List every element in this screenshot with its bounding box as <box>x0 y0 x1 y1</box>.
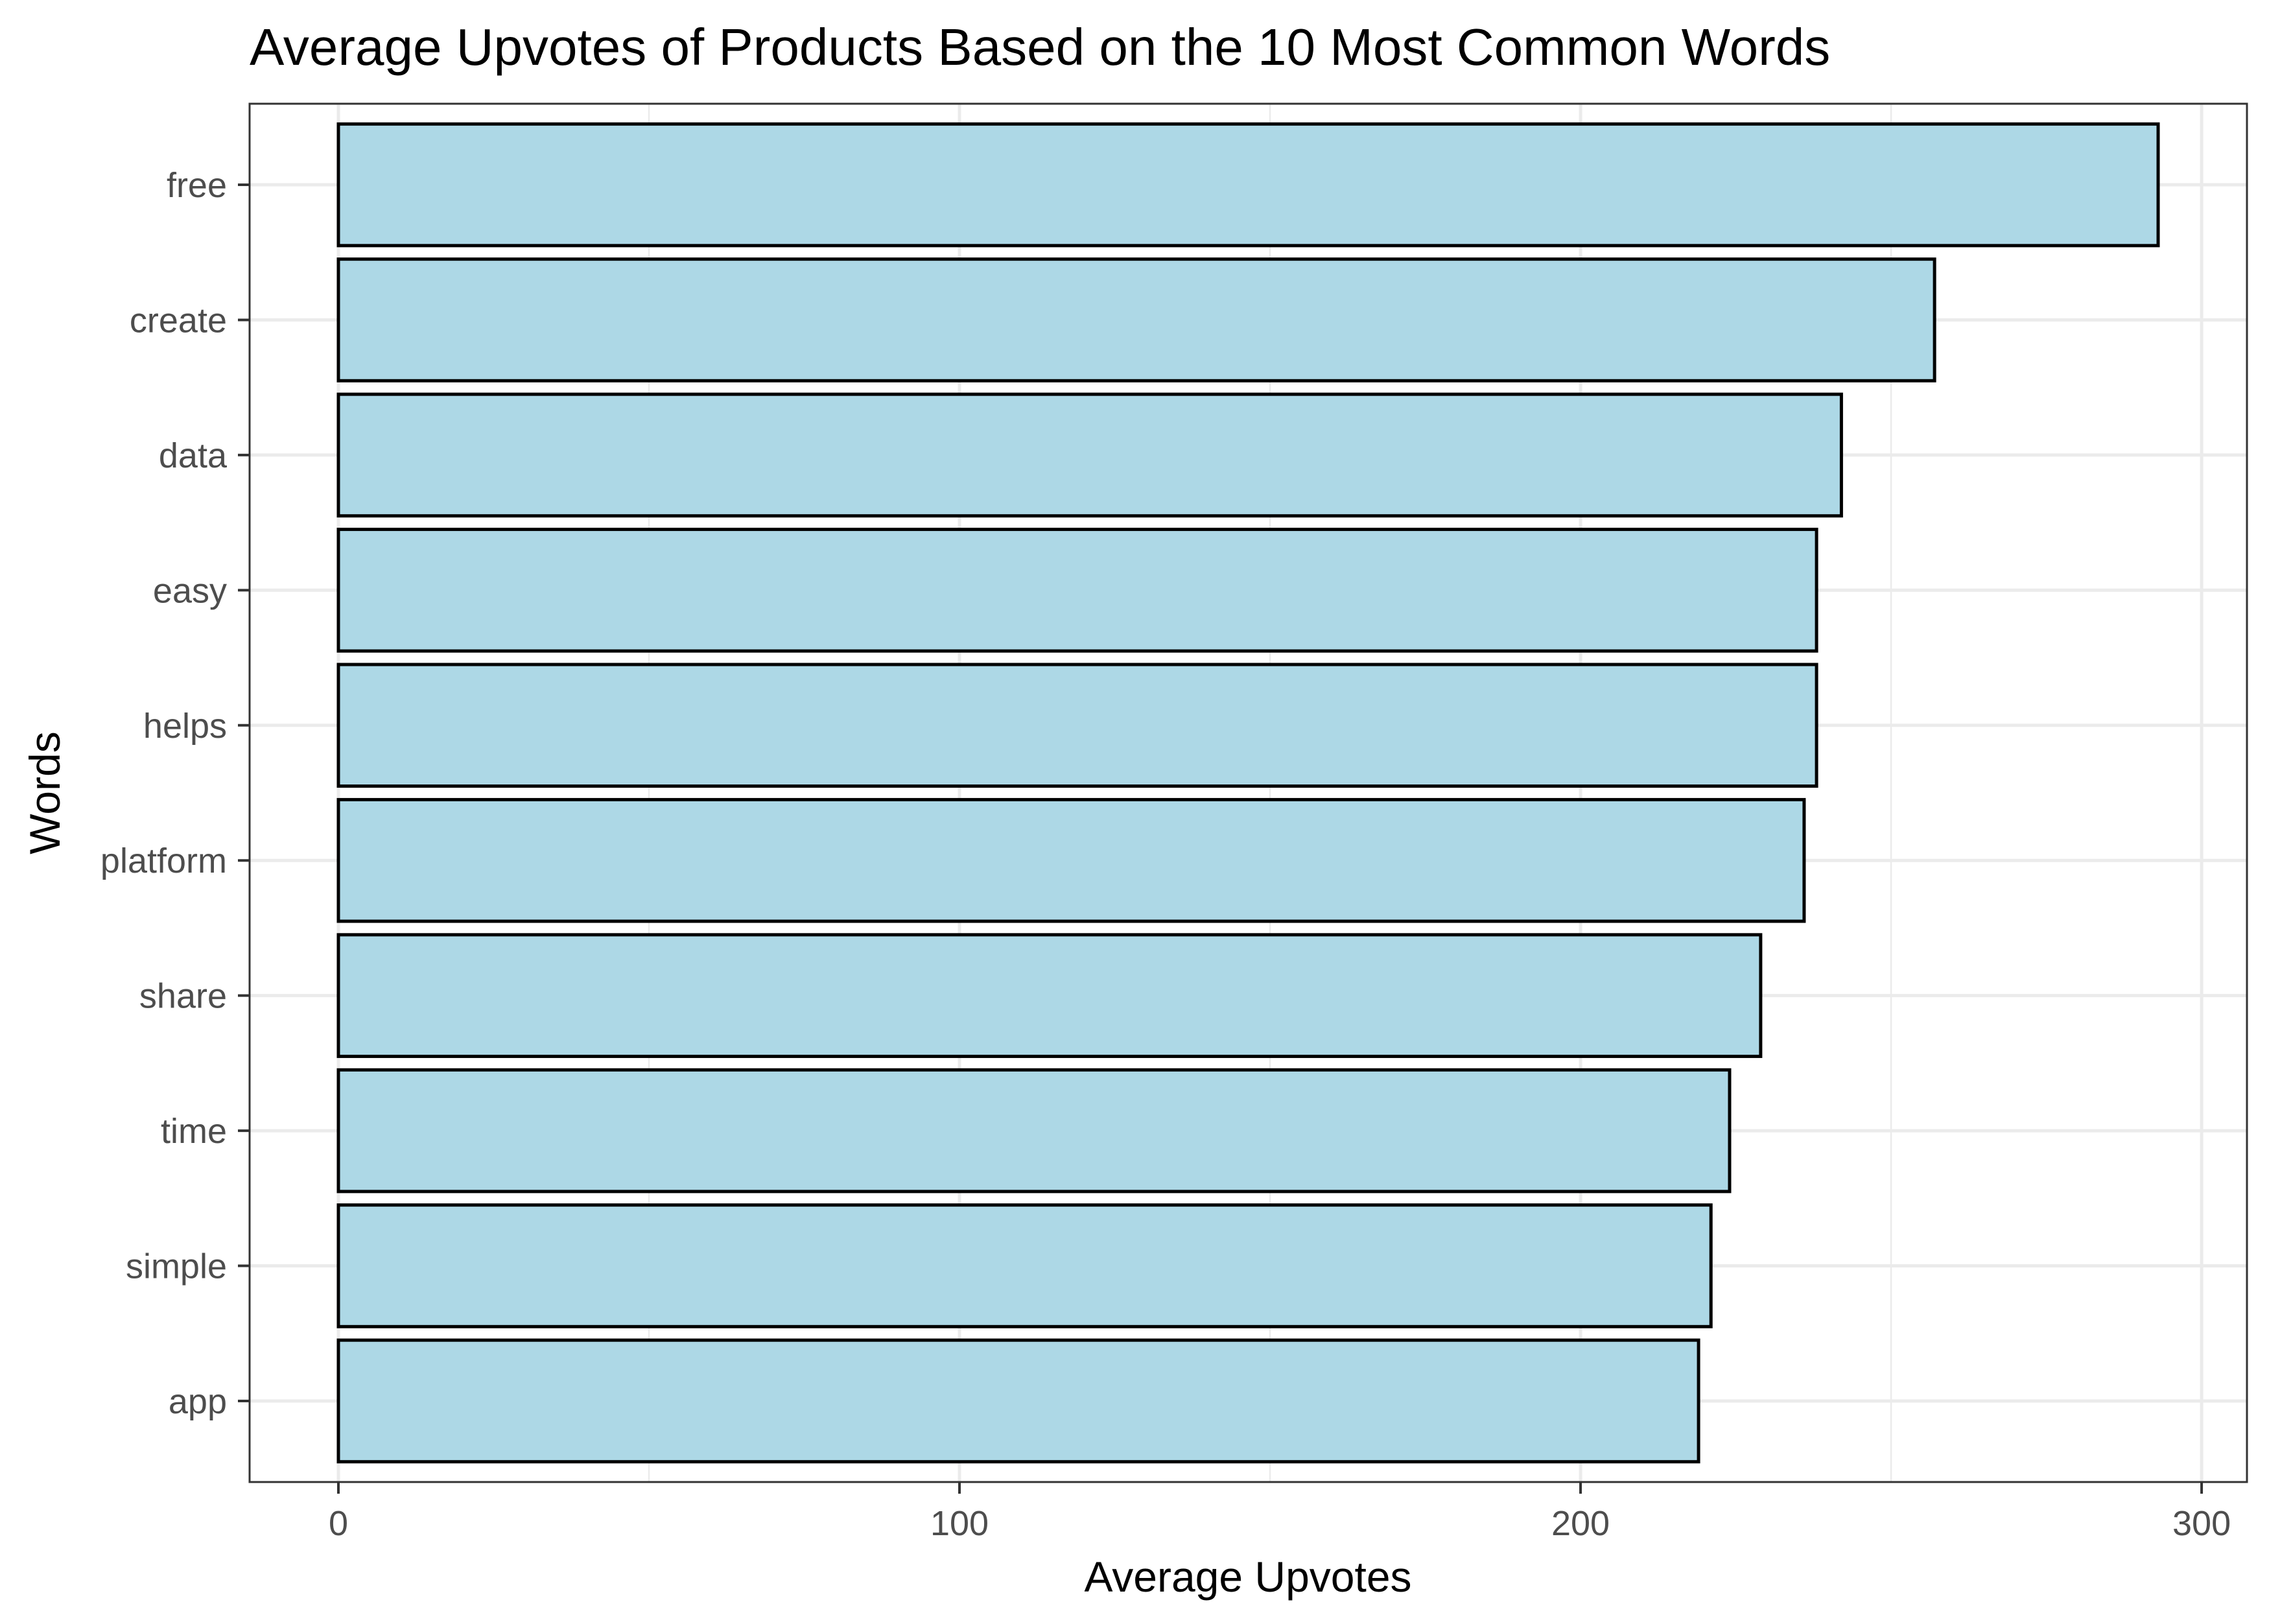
bar-app <box>336 1338 1700 1464</box>
bar-easy <box>336 528 1818 653</box>
bar-free <box>336 122 2160 248</box>
panel-border <box>248 102 2248 1483</box>
y-tick-label: time <box>161 1112 227 1151</box>
bar-platform <box>336 797 1806 923</box>
y-tick-label: simple <box>126 1247 227 1286</box>
x-tick-label: 0 <box>329 1504 348 1543</box>
bar-simple <box>336 1203 1713 1328</box>
y-axis: free create data easy helps platform share time… <box>100 166 250 1421</box>
x-tick-label: 200 <box>1551 1504 1610 1543</box>
bar-time <box>336 1068 1732 1194</box>
bar-create <box>336 257 1936 382</box>
y-tick-label: platform <box>100 841 227 880</box>
y-tick-label: free <box>167 166 227 205</box>
y-axis-title: Words <box>21 731 69 854</box>
y-tick-label: easy <box>153 571 227 610</box>
x-axis: 0 100 200 300 <box>329 1482 2231 1543</box>
chart-title: Average Upvotes of Products Based on the… <box>250 18 1830 76</box>
bars <box>336 122 2160 1464</box>
bar-data <box>336 392 1843 518</box>
y-tick-label: create <box>130 301 227 340</box>
x-tick-label: 100 <box>930 1504 989 1543</box>
x-tick-label: 300 <box>2172 1504 2231 1543</box>
y-tick-label: helps <box>143 707 227 746</box>
y-tick-label: app <box>169 1382 227 1421</box>
bar-share <box>336 933 1763 1058</box>
bar-helps <box>336 663 1818 788</box>
y-tick-label: share <box>139 977 227 1016</box>
y-tick-label: data <box>159 436 228 475</box>
x-axis-title: Average Upvotes <box>1084 1553 1411 1601</box>
